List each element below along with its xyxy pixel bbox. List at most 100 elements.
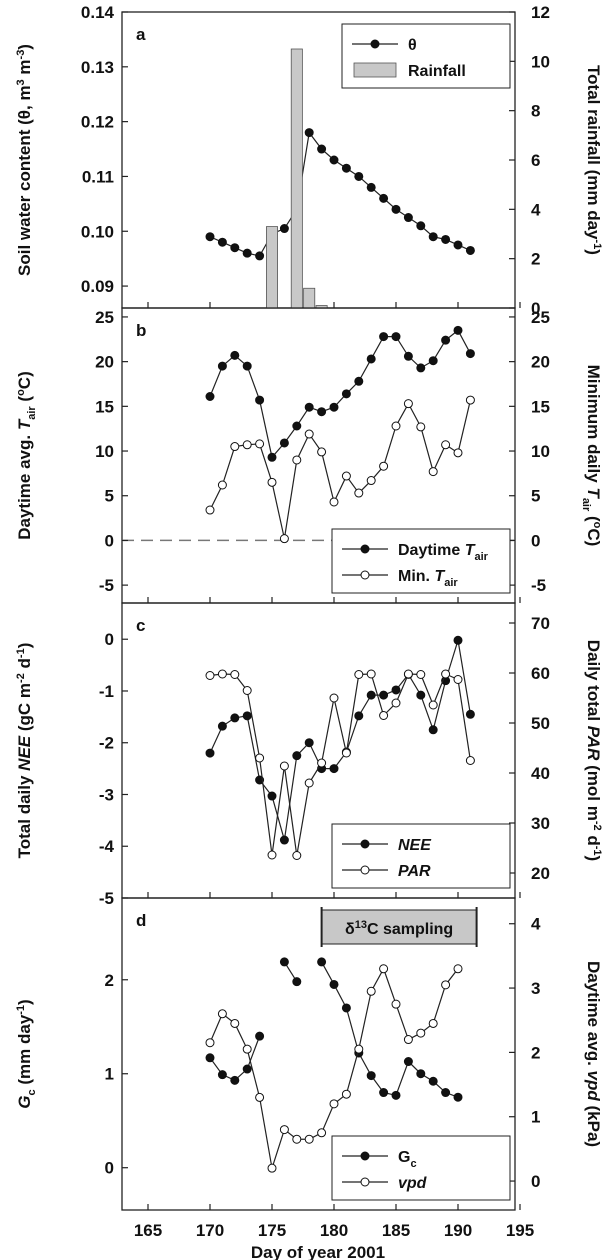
label-part: NEE xyxy=(398,837,432,854)
filled-point xyxy=(403,1057,413,1067)
legend-box xyxy=(331,1135,511,1201)
filled-point xyxy=(292,421,302,431)
filled-point xyxy=(292,977,302,987)
series-line-gc xyxy=(321,961,459,1098)
label-part: Total rainfall (mm day xyxy=(584,65,603,240)
filled-point xyxy=(465,349,475,359)
label-part: NEE xyxy=(15,735,34,771)
label-part: Daytime avg. xyxy=(15,430,34,540)
open-point xyxy=(366,476,376,486)
series-line-daytime-tair xyxy=(209,329,471,459)
legend-marker xyxy=(360,839,370,849)
open-point xyxy=(329,497,339,507)
series-line-nee xyxy=(209,640,471,841)
open-point xyxy=(279,534,289,544)
right-tick-label: 20 xyxy=(531,353,550,372)
filled-point xyxy=(279,438,289,448)
label-part: Total daily xyxy=(15,771,34,859)
filled-point xyxy=(441,335,451,345)
legend-bar-swatch xyxy=(353,62,397,78)
open-point xyxy=(267,850,277,860)
filled-point xyxy=(279,224,289,234)
left-tick-label: -1 xyxy=(99,682,114,701)
label-part: ) xyxy=(15,643,34,649)
right-tick-label: 0 xyxy=(531,1172,540,1191)
x-axis-label: Day of year 2001 xyxy=(251,1243,385,1260)
label-part: G xyxy=(398,1149,410,1166)
x-tick-label: 165 xyxy=(134,1221,162,1240)
label-part: o xyxy=(591,522,603,529)
right-tick-label: 8 xyxy=(531,102,540,121)
label-part: d xyxy=(584,831,603,846)
open-point xyxy=(292,851,302,860)
label-part: air xyxy=(444,577,458,589)
series-line-min.-tair xyxy=(209,399,471,539)
sampling-period-bar xyxy=(321,909,478,945)
filled-point xyxy=(242,361,252,371)
legend-marker xyxy=(370,39,380,49)
filled-point xyxy=(329,979,339,989)
filled-point xyxy=(341,1003,351,1013)
left-tick-label: 0 xyxy=(105,630,114,649)
filled-point xyxy=(453,635,463,645)
rainfall-bar xyxy=(266,226,278,309)
legend-box xyxy=(331,528,511,594)
left-tick-label: 0.11 xyxy=(82,167,114,186)
label-part: ) xyxy=(584,856,603,862)
filled-point xyxy=(217,1070,227,1080)
filled-point xyxy=(205,748,215,758)
right-tick-label: 10 xyxy=(531,52,550,71)
open-point xyxy=(217,669,227,679)
series-line-par xyxy=(209,673,471,856)
filled-point xyxy=(391,685,401,695)
open-point xyxy=(255,439,265,449)
panel-letter: b xyxy=(136,321,146,340)
filled-point xyxy=(391,332,401,342)
filled-point xyxy=(255,1031,265,1041)
open-point xyxy=(329,1099,339,1109)
filled-point xyxy=(379,690,389,700)
filled-point xyxy=(205,1053,215,1063)
right-tick-label: 6 xyxy=(531,151,540,170)
legend-marker xyxy=(360,865,370,875)
label-part: vpd xyxy=(398,1175,428,1192)
open-point xyxy=(379,711,389,720)
right-tick-label: 50 xyxy=(531,714,550,733)
label-part: -3 xyxy=(15,50,27,60)
right-tick-label: 2 xyxy=(531,250,540,269)
rainfall-bar xyxy=(303,287,316,309)
right-tick-label: 4 xyxy=(531,915,541,934)
filled-point xyxy=(329,764,339,774)
left-tick-label: 0 xyxy=(105,1159,114,1178)
legend-marker xyxy=(360,1177,370,1187)
legend-label: Daytime Tair xyxy=(398,542,489,563)
filled-point xyxy=(366,354,376,364)
left-tick-label: 0.12 xyxy=(81,113,114,132)
open-point xyxy=(416,422,426,432)
label-part: T xyxy=(15,418,34,430)
left-tick-label: 0.13 xyxy=(81,58,114,77)
open-point xyxy=(366,986,376,996)
label-part: Soil water content (θ, m xyxy=(15,85,34,276)
label-part: air xyxy=(26,406,38,420)
panel-d: δ13C sampling 0 1 2 0 1 2 3 4 Gc (mm day-1) Daytim… xyxy=(15,897,603,1211)
sampling-label: δ13C sampling xyxy=(345,919,453,938)
left-tick-label: -4 xyxy=(99,837,115,856)
open-point xyxy=(317,758,327,768)
label-part: m xyxy=(15,59,34,79)
panel-b: -5 0 5 10 15 20 25 -5 0 5 10 15 20 25 Daytime avg. Tai… xyxy=(15,307,603,604)
open-point xyxy=(465,395,475,405)
open-point xyxy=(341,1089,351,1099)
legend-label: NEE xyxy=(398,837,432,854)
filled-point xyxy=(230,350,240,360)
left-axis-label: Soil water content (θ, m3 m-3) xyxy=(15,44,34,276)
open-point xyxy=(453,675,463,684)
legend-box xyxy=(331,823,511,889)
label-part: Min. xyxy=(398,568,434,585)
left-tick-label: 25 xyxy=(95,308,114,327)
filled-point xyxy=(465,709,475,719)
filled-point xyxy=(304,402,314,412)
filled-point xyxy=(441,234,451,244)
right-tick-label: 1 xyxy=(531,1108,540,1127)
